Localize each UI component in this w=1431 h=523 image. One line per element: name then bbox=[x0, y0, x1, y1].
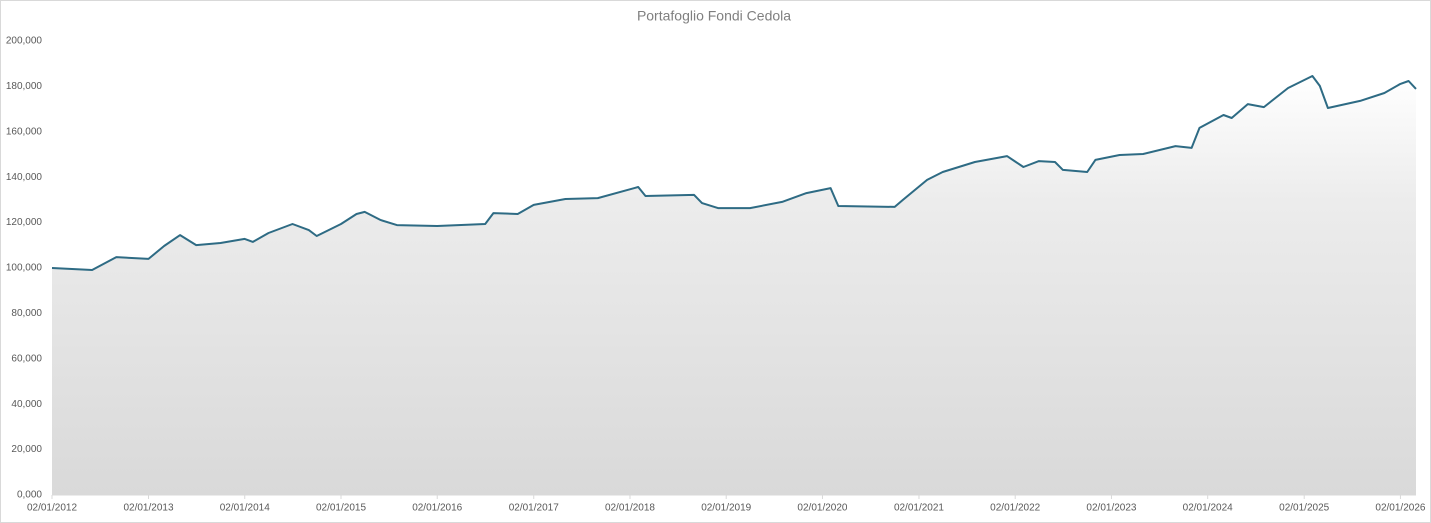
y-tick-label: 100,000 bbox=[6, 263, 43, 274]
x-tick-label: 02/01/2012 bbox=[27, 503, 77, 514]
x-tick-label: 02/01/2021 bbox=[894, 503, 944, 514]
area bbox=[52, 76, 1416, 495]
x-tick-label: 02/01/2014 bbox=[220, 503, 270, 514]
y-tick-label: 200,000 bbox=[6, 36, 43, 47]
y-tick-label: 140,000 bbox=[6, 172, 43, 183]
x-tick-label: 02/01/2019 bbox=[701, 503, 751, 514]
x-tick-label: 02/01/2013 bbox=[123, 503, 173, 514]
y-tick-label: 40,000 bbox=[11, 399, 42, 410]
x-tick-label: 02/01/2020 bbox=[797, 503, 847, 514]
y-tick-label: 80,000 bbox=[11, 308, 42, 319]
x-tick-label: 02/01/2024 bbox=[1183, 503, 1233, 514]
x-tick-label: 02/01/2018 bbox=[605, 503, 655, 514]
chart-title: Portafoglio Fondi Cedola bbox=[637, 8, 791, 24]
x-tick-label: 02/01/2017 bbox=[509, 503, 559, 514]
x-tick-label: 02/01/2026 bbox=[1375, 503, 1425, 514]
y-tick-label: 20,000 bbox=[11, 444, 42, 455]
x-tick-label: 02/01/2016 bbox=[412, 503, 462, 514]
x-tick-label: 02/01/2015 bbox=[316, 503, 366, 514]
x-tick-label: 02/01/2023 bbox=[1086, 503, 1136, 514]
x-tick-label: 02/01/2022 bbox=[990, 503, 1040, 514]
x-tick-label: 02/01/2025 bbox=[1279, 503, 1329, 514]
y-tick-label: 60,000 bbox=[11, 353, 42, 364]
y-tick-label: 120,000 bbox=[6, 217, 43, 228]
y-tick-label: 160,000 bbox=[6, 126, 43, 137]
y-tick-label: 0,000 bbox=[17, 490, 42, 501]
line bbox=[51, 75, 1417, 271]
y-tick-label: 180,000 bbox=[6, 81, 43, 92]
